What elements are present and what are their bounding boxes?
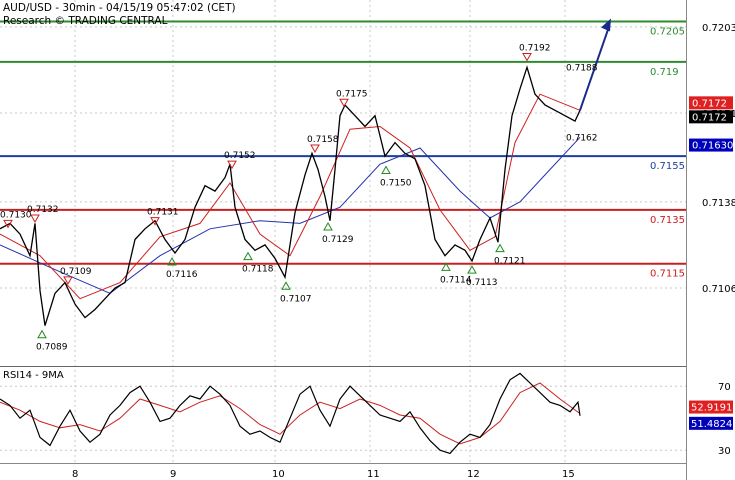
right-price-axis: 0.71060.71380.71710.72030.71720.71720.71… bbox=[689, 23, 735, 457]
research-credit: Research © TRADING CENTRAL bbox=[3, 15, 168, 27]
price-tag-label: 0.71630 bbox=[692, 141, 733, 152]
sell-marker bbox=[63, 276, 73, 285]
projection-arrow-line bbox=[579, 29, 609, 111]
x-tick-label: 12 bbox=[467, 469, 480, 480]
rsi-gridlines bbox=[0, 385, 686, 451]
x-tick-label: 11 bbox=[367, 469, 380, 480]
annotation-label: 0.7132 bbox=[27, 205, 59, 215]
x-tick-label: 8 bbox=[72, 469, 78, 480]
sell-marker bbox=[150, 217, 160, 226]
buy-marker bbox=[167, 257, 177, 266]
sell-marker bbox=[522, 53, 532, 62]
buy-marker bbox=[323, 222, 333, 231]
annotation-label: 0.7109 bbox=[60, 267, 92, 277]
main-series-group bbox=[0, 18, 611, 326]
rsi-series-group bbox=[0, 372, 581, 455]
y-tick-label: 0.7138 bbox=[702, 198, 735, 209]
annotation-label: 0.7150 bbox=[380, 179, 412, 189]
x-tick-label: 15 bbox=[562, 469, 575, 480]
x-tick-label: 10 bbox=[272, 469, 285, 480]
price-tag-box bbox=[689, 110, 733, 124]
annotation-label: 0.7129 bbox=[322, 235, 354, 245]
rsi-tag-box bbox=[689, 416, 733, 430]
ma-blue-line bbox=[0, 136, 581, 294]
rsi-line bbox=[0, 372, 581, 455]
sell-marker bbox=[227, 160, 237, 170]
rsi-tag-label: 51.4824 bbox=[691, 419, 732, 430]
sell-marker bbox=[3, 219, 13, 229]
rsi-panel: RSI14 - 9MA bbox=[0, 370, 686, 455]
rsi-title: RSI14 - 9MA bbox=[3, 370, 64, 381]
annotation-label: 0.7113 bbox=[466, 278, 498, 288]
buy-marker bbox=[495, 243, 505, 253]
annotation-label: 0.7192 bbox=[519, 44, 551, 54]
price-tag-box bbox=[689, 138, 733, 152]
level-label: 0.7115 bbox=[650, 269, 685, 280]
buy-marker bbox=[467, 265, 477, 274]
buy-marker bbox=[441, 262, 451, 271]
level-label: 0.719 bbox=[650, 67, 679, 78]
price-tag-label: 0.7172 bbox=[692, 112, 727, 123]
rsi-tag-label: 52.9191 bbox=[691, 403, 732, 414]
annotation-label: 0.7130 bbox=[0, 210, 32, 220]
price-tag-box bbox=[689, 96, 733, 110]
buy-marker bbox=[281, 281, 291, 290]
sell-marker bbox=[339, 98, 349, 108]
annotation-label: 0.7114 bbox=[440, 275, 472, 285]
x-tick-label: 9 bbox=[170, 469, 176, 480]
projection-arrow-head bbox=[601, 18, 611, 32]
annotation-label: 0.7188 bbox=[566, 63, 598, 73]
y-tick-label: 0.7203 bbox=[702, 23, 735, 34]
price-tag-label: 0.7172 bbox=[692, 98, 727, 109]
annotation-label: 0.7116 bbox=[166, 270, 198, 280]
sell-marker bbox=[310, 144, 320, 154]
annotation-label: 0.7089 bbox=[36, 343, 68, 353]
level-label: 0.7155 bbox=[650, 161, 685, 172]
level-label: 0.7135 bbox=[650, 215, 685, 226]
price-line bbox=[0, 65, 581, 326]
level-label: 0.7205 bbox=[650, 27, 685, 38]
rsi-tick-label: 70 bbox=[718, 382, 731, 393]
annotation-label: 0.7107 bbox=[280, 294, 312, 304]
annotation-label: 0.7131 bbox=[147, 208, 179, 218]
y-tick-label: 0.7106 bbox=[702, 284, 735, 295]
buy-marker bbox=[243, 251, 253, 261]
buy-marker bbox=[37, 329, 47, 339]
main-plot-area bbox=[0, 0, 686, 366]
support-resistance-levels: 0.7205 0.719 0.7155 0.7135 0.7115 bbox=[0, 20, 686, 280]
annotation-label: 0.7118 bbox=[242, 265, 274, 275]
annotation-label: 0.7152 bbox=[224, 151, 256, 161]
time-axis: 8 9 10 11 12 15 bbox=[72, 469, 575, 480]
annotation-label: 0.7158 bbox=[307, 135, 339, 145]
buy-marker bbox=[381, 165, 391, 175]
annotation-label: 0.7162 bbox=[566, 133, 598, 143]
chart-title: AUD/USD - 30min - 04/15/19 05:47:02 (CET… bbox=[3, 2, 236, 14]
annotation-label: 0.7121 bbox=[494, 257, 526, 267]
annotation-label: 0.7175 bbox=[336, 89, 368, 99]
sell-marker bbox=[30, 214, 40, 223]
ma-red-line bbox=[0, 93, 581, 300]
rsi-tag-box bbox=[689, 400, 733, 414]
rsi-tick-label: 30 bbox=[718, 446, 731, 457]
rsi-ma-line bbox=[0, 382, 581, 445]
